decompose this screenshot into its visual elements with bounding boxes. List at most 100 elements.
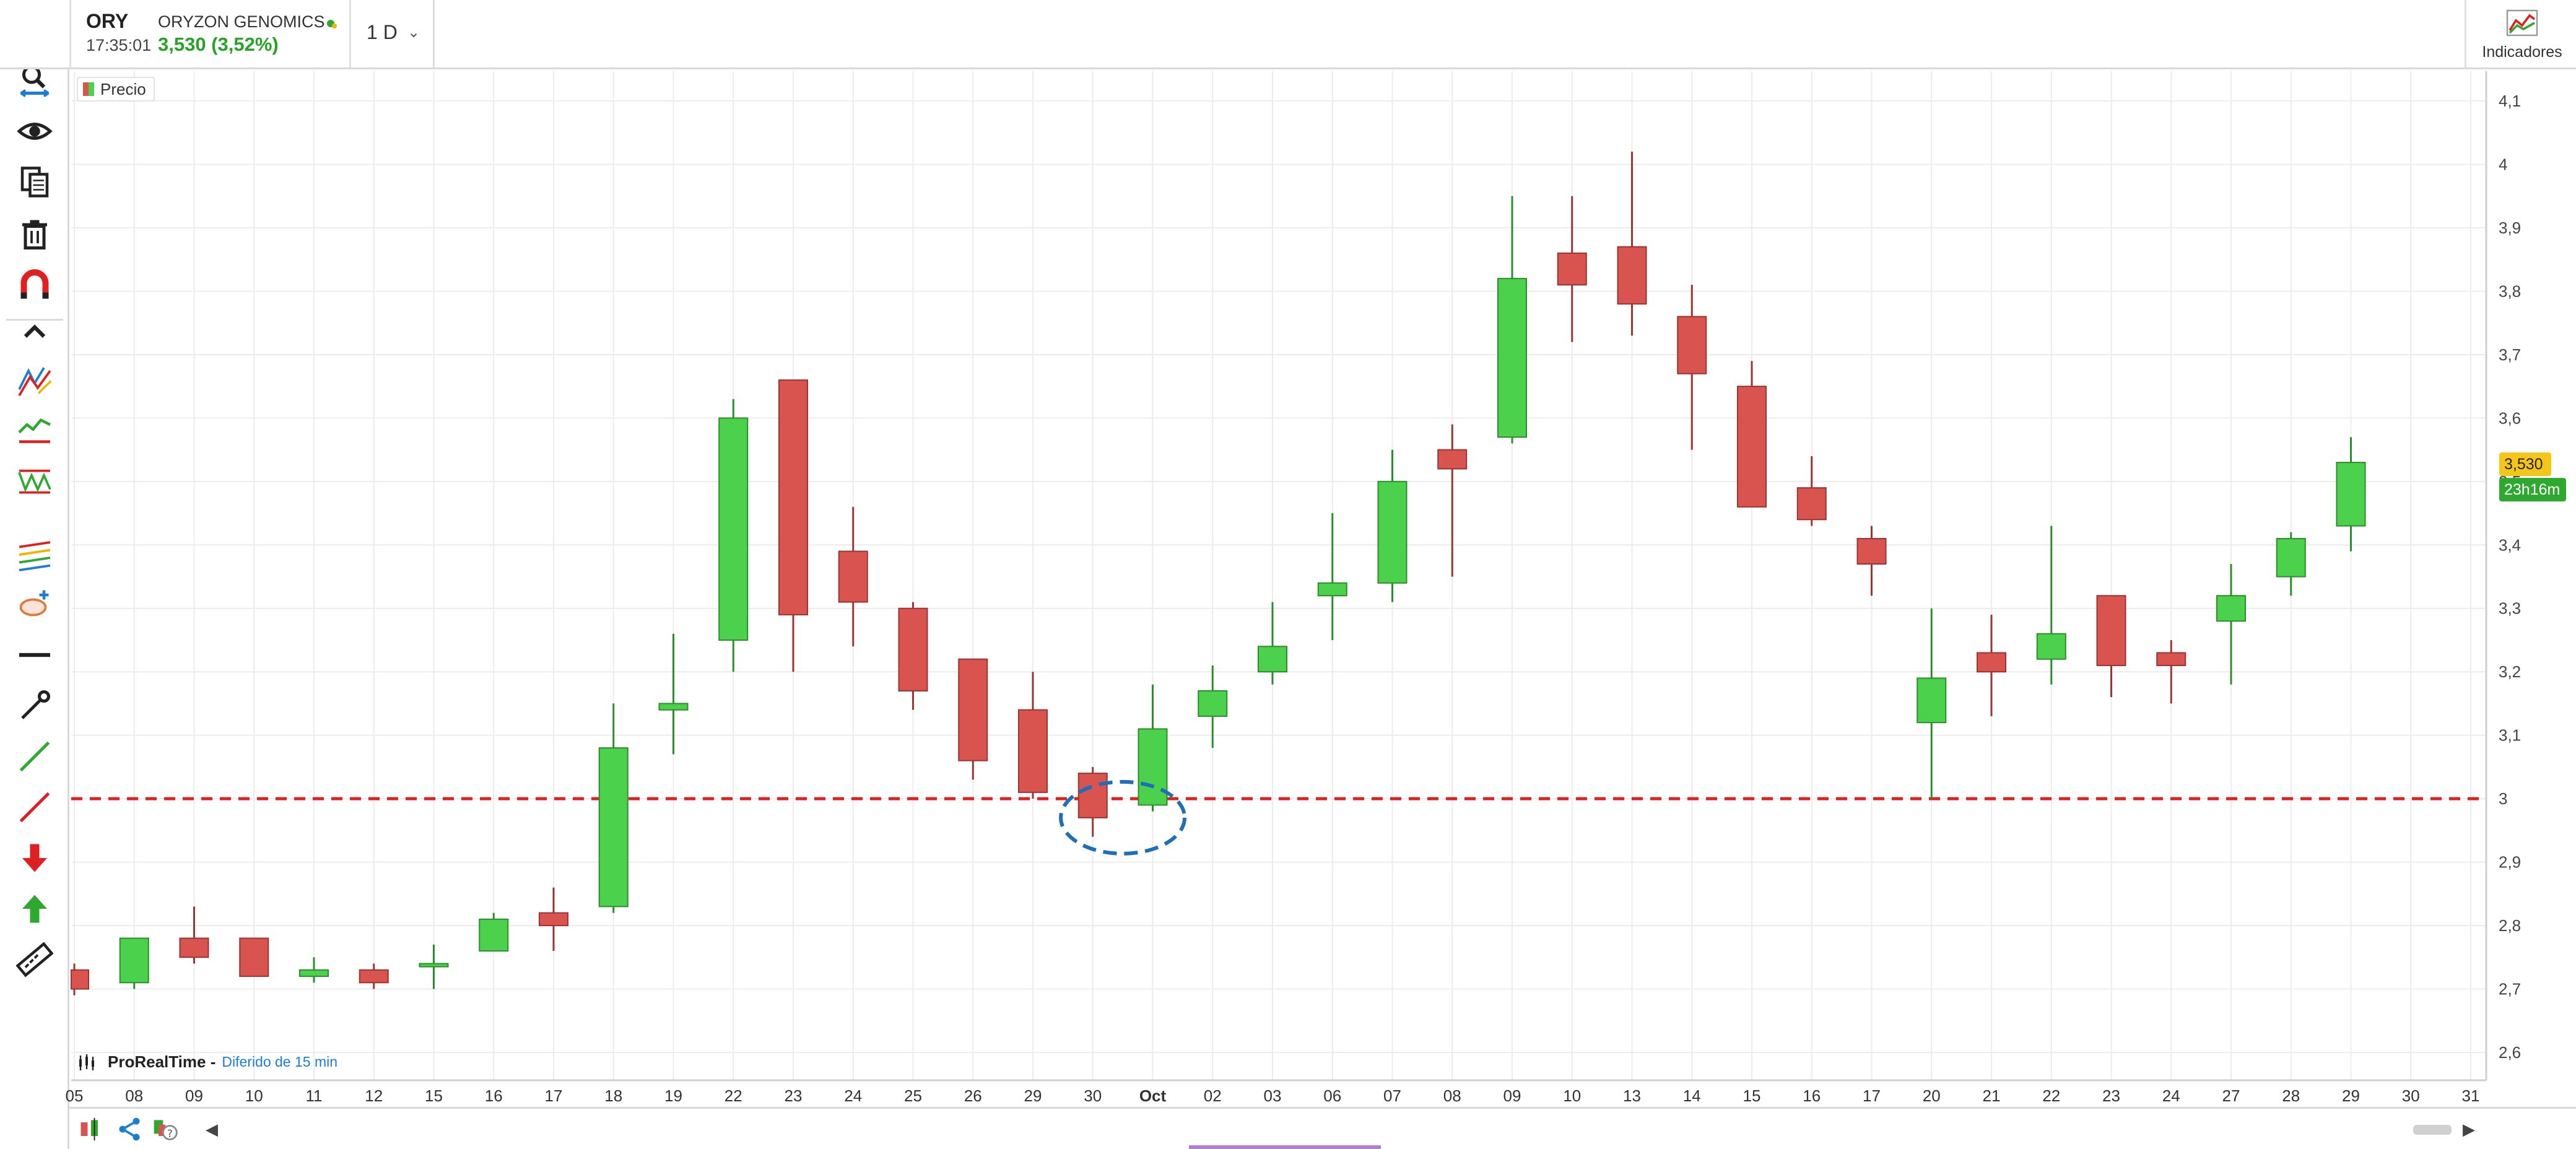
candle[interactable] [658,633,689,755]
candle[interactable] [1497,196,1527,444]
share-icon[interactable] [114,1115,145,1143]
candle[interactable] [2036,526,2066,685]
candle[interactable] [898,602,928,710]
candle[interactable] [1856,526,1887,596]
candle[interactable] [539,887,568,952]
candle[interactable] [1018,672,1048,799]
candle-body [1018,709,1048,793]
candle-body [479,918,509,952]
candle-body [958,658,988,761]
candle[interactable] [1917,608,1947,799]
x-tick-label: 10 [1563,1086,1581,1105]
candle[interactable] [359,963,389,989]
chart-type-icon[interactable] [76,1115,107,1143]
brand-watermark: ProRealTime - Diferido de 15 min [77,1052,337,1072]
horizontal-line-icon[interactable] [12,633,57,677]
bottom-bar: ? ◀ ▶ [69,1107,2576,1149]
candle[interactable] [2336,437,2366,552]
candle[interactable] [598,703,629,913]
x-tick-label: 24 [844,1086,862,1105]
symbol-info[interactable]: ORY ORYZON GENOMICS 17:35:01 3,530 (3,52… [69,0,351,68]
scroll-right-icon[interactable]: ▶ [2463,1119,2475,1138]
fibonacci-icon[interactable] [12,532,57,577]
scroll-left-icon[interactable]: ◀ [206,1119,218,1138]
candle[interactable] [2216,564,2246,685]
candle[interactable] [2156,640,2187,704]
ruler-icon[interactable] [12,937,57,982]
help-icon[interactable]: ? [150,1115,181,1143]
y-tick-label: 3,2 [2499,662,2521,681]
copy-icon[interactable] [12,160,57,204]
candle[interactable] [1077,766,1108,837]
trash-icon[interactable] [12,212,57,256]
candle[interactable] [778,379,808,672]
green-line-icon[interactable] [12,734,57,779]
candle-body [1917,677,1947,724]
x-tick-label: 23 [2102,1086,2120,1105]
candle[interactable] [1617,151,1647,336]
timeframe-selector[interactable]: 1 D ⌄ [353,0,435,68]
candle[interactable] [2096,595,2126,698]
candle[interactable] [2276,532,2306,596]
candle[interactable] [1737,361,1767,508]
x-tick-label: 28 [2282,1086,2300,1105]
eye-icon[interactable] [12,109,57,154]
candle[interactable] [1317,513,1347,640]
sell-arrow-icon[interactable] [12,836,57,880]
ellipse-icon[interactable] [12,582,57,627]
x-tick-label: 18 [604,1086,622,1105]
candle[interactable] [1677,285,1707,450]
x-tick-label: 09 [185,1086,203,1105]
buy-arrow-icon[interactable] [12,887,57,931]
candle[interactable] [718,399,749,672]
candle[interactable] [239,937,269,978]
pencil-lines-icon[interactable] [12,358,57,402]
magnet-icon[interactable] [12,262,57,307]
candle[interactable] [1557,196,1587,342]
candle[interactable] [1377,449,1408,602]
collapse-icon[interactable] [12,310,57,354]
candle[interactable] [179,906,209,964]
y-tick-label: 3,3 [2499,599,2521,618]
candle[interactable] [1796,456,1827,526]
ray-icon[interactable] [12,683,57,728]
indicators-icon [2506,9,2538,37]
svg-text:?: ? [167,1128,173,1140]
x-tick-label: 09 [1503,1086,1521,1105]
candle[interactable] [119,937,149,989]
candle[interactable] [838,506,868,647]
candle-body [119,937,149,984]
candle[interactable] [419,944,449,989]
candle-body [598,747,629,908]
candle[interactable] [1138,684,1168,812]
y-tick-label: 3,7 [2499,345,2521,364]
candle[interactable] [1977,614,2006,716]
candle-body [2096,595,2126,666]
candle[interactable] [479,913,509,952]
annotation-ellipse[interactable] [1059,779,1187,856]
candle-body [2156,652,2187,666]
candle-body [2276,538,2306,578]
candle[interactable] [299,957,329,983]
x-tick-label: 30 [1084,1086,1102,1105]
candle[interactable] [71,963,89,995]
data-delay-notice: Diferido de 15 min [222,1054,338,1070]
red-line-icon[interactable] [12,785,57,830]
candle[interactable] [1198,665,1228,748]
timeline-scrollbar[interactable] [2413,1125,2452,1135]
series-legend[interactable]: Precio [77,77,155,102]
candle-body [1677,316,1707,375]
candle-body [179,937,209,958]
patterns-icon[interactable] [12,459,57,504]
trendlines-icon[interactable] [12,409,57,453]
candle[interactable] [1437,424,1468,577]
x-tick-label: 29 [1024,1086,1042,1105]
legend-swatch [83,82,94,96]
candle[interactable] [958,658,988,780]
candle[interactable] [1258,602,1287,685]
x-tick-label: 21 [1983,1086,2001,1105]
candle-body [2216,595,2246,622]
candle-body [299,969,329,978]
indicators-button[interactable]: Indicadores [2465,0,2576,68]
